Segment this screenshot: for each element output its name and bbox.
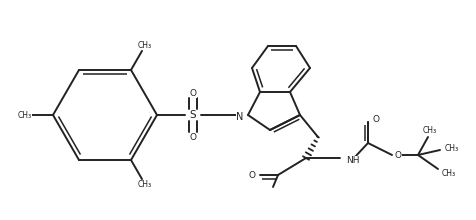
Text: O: O xyxy=(373,114,379,123)
Text: S: S xyxy=(190,110,196,120)
Text: CH₃: CH₃ xyxy=(138,41,152,50)
Text: O: O xyxy=(395,150,401,160)
Text: N: N xyxy=(236,112,244,122)
Text: CH₃: CH₃ xyxy=(445,143,459,152)
Text: CH₃: CH₃ xyxy=(138,180,152,189)
Text: CH₃: CH₃ xyxy=(18,110,32,119)
Text: O: O xyxy=(189,132,197,141)
Text: O: O xyxy=(189,88,197,97)
Text: O: O xyxy=(248,170,256,180)
Text: NH: NH xyxy=(346,156,359,165)
Text: CH₃: CH₃ xyxy=(423,125,437,134)
Text: CH₃: CH₃ xyxy=(442,169,456,178)
